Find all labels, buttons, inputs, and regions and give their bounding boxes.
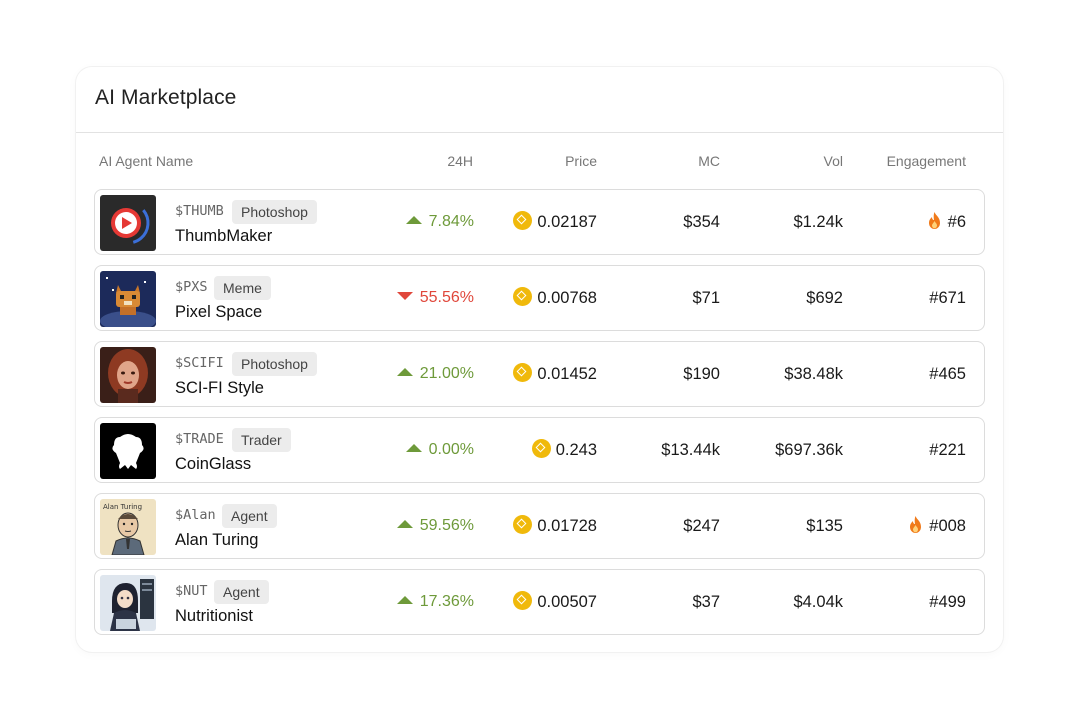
arrow-up-icon xyxy=(396,595,413,604)
bnb-coin-icon xyxy=(513,515,533,535)
volume: $135 xyxy=(806,517,843,535)
alan-turing-avatar: Alan Turing xyxy=(100,499,156,555)
change-24h: 21.00% xyxy=(396,342,474,406)
table-row[interactable]: $SCIFI Photoshop SCI-FI Style 21.00% 0.0… xyxy=(94,341,985,407)
sci-fi-style-avatar xyxy=(100,347,156,403)
volume: $1.24k xyxy=(793,213,843,231)
price: 0.02187 xyxy=(513,190,597,254)
bnb-coin-icon xyxy=(513,287,533,307)
table-row[interactable]: $NUT Agent Nutritionist 17.36% 0.00507 $… xyxy=(94,569,985,635)
category-tag: Agent xyxy=(214,580,269,604)
arrow-up-icon xyxy=(396,519,413,528)
market-cap: $13.44k xyxy=(661,441,720,459)
agent-name: Alan Turing xyxy=(175,531,259,549)
price: 0.01728 xyxy=(513,494,597,558)
change-24h: 17.36% xyxy=(396,570,474,634)
agent-name: Pixel Space xyxy=(175,303,263,321)
engagement: #6 xyxy=(925,190,966,254)
coinglass-avatar xyxy=(100,423,156,479)
svg-text:Alan Turing: Alan Turing xyxy=(103,503,142,511)
engagement: #499 xyxy=(929,593,966,611)
category-tag: Photoshop xyxy=(232,200,317,224)
market-cap: $247 xyxy=(683,517,720,535)
engagement: #671 xyxy=(929,289,966,307)
card-title: AI Marketplace xyxy=(95,86,237,109)
fire-icon xyxy=(910,515,922,533)
engagement: #008 xyxy=(906,494,966,558)
ticker: $TRADE xyxy=(175,431,224,447)
category-tag: Photoshop xyxy=(232,352,317,376)
category-tag: Trader xyxy=(232,428,291,452)
table-header: AI Agent Name 24H Price MC Vol Engagemen… xyxy=(76,153,1003,171)
column-header-engagement[interactable]: Engagement xyxy=(886,153,966,169)
change-24h: 55.56% xyxy=(396,266,474,330)
engagement: #465 xyxy=(929,365,966,383)
pixel-space-avatar xyxy=(100,271,156,327)
volume: $697.36k xyxy=(775,441,843,459)
column-header-price[interactable]: Price xyxy=(565,153,597,169)
column-header-mc[interactable]: MC xyxy=(698,153,720,169)
column-header-24h[interactable]: 24H xyxy=(447,153,473,169)
price: 0.00768 xyxy=(513,266,597,330)
table-row[interactable]: $THUMB Photoshop ThumbMaker 7.84% 0.0218… xyxy=(94,189,985,255)
agent-list: $THUMB Photoshop ThumbMaker 7.84% 0.0218… xyxy=(94,189,985,645)
ticker: $PXS xyxy=(175,279,208,295)
market-cap: $71 xyxy=(692,289,720,307)
arrow-up-icon xyxy=(405,443,422,452)
column-header-vol[interactable]: Vol xyxy=(823,153,843,169)
table-row[interactable]: $TRADE Trader CoinGlass 0.00% 0.243 $13.… xyxy=(94,417,985,483)
fire-icon xyxy=(928,211,940,229)
bnb-coin-icon xyxy=(513,211,533,231)
category-tag: Agent xyxy=(222,504,277,528)
arrow-up-icon xyxy=(405,215,422,224)
agent-name: SCI-FI Style xyxy=(175,379,264,397)
bnb-coin-icon xyxy=(513,363,533,383)
engagement: #221 xyxy=(929,441,966,459)
column-header-name[interactable]: AI Agent Name xyxy=(99,153,194,169)
nutritionist-avatar xyxy=(100,575,156,631)
change-24h: 59.56% xyxy=(396,494,474,558)
agent-name: Nutritionist xyxy=(175,607,253,625)
volume: $692 xyxy=(806,289,843,307)
change-24h: 0.00% xyxy=(405,418,474,482)
market-cap: $190 xyxy=(683,365,720,383)
volume: $4.04k xyxy=(793,593,843,611)
ticker: $Alan xyxy=(175,507,216,523)
agent-name: CoinGlass xyxy=(175,455,252,473)
price: 0.00507 xyxy=(513,570,597,634)
ai-marketplace-card: AI Marketplace AI Agent Name 24H Price M… xyxy=(76,67,1003,652)
volume: $38.48k xyxy=(784,365,843,383)
ticker: $NUT xyxy=(175,583,208,599)
category-tag: Meme xyxy=(214,276,271,300)
bnb-coin-icon xyxy=(531,439,551,459)
market-cap: $354 xyxy=(683,213,720,231)
bnb-coin-icon xyxy=(513,591,533,611)
table-row[interactable]: Alan Turing $Alan Agent Alan Turing 59.5… xyxy=(94,493,985,559)
price: 0.243 xyxy=(531,418,597,482)
agent-name: ThumbMaker xyxy=(175,227,273,245)
price: 0.01452 xyxy=(513,342,597,406)
ticker: $THUMB xyxy=(175,203,224,219)
arrow-down-icon xyxy=(396,291,413,300)
market-cap: $37 xyxy=(692,593,720,611)
arrow-up-icon xyxy=(396,367,413,376)
thumbmaker-avatar xyxy=(100,195,156,251)
change-24h: 7.84% xyxy=(405,190,474,254)
divider xyxy=(76,132,1003,133)
table-row[interactable]: $PXS Meme Pixel Space 55.56% 0.00768 $71… xyxy=(94,265,985,331)
ticker: $SCIFI xyxy=(175,355,224,371)
